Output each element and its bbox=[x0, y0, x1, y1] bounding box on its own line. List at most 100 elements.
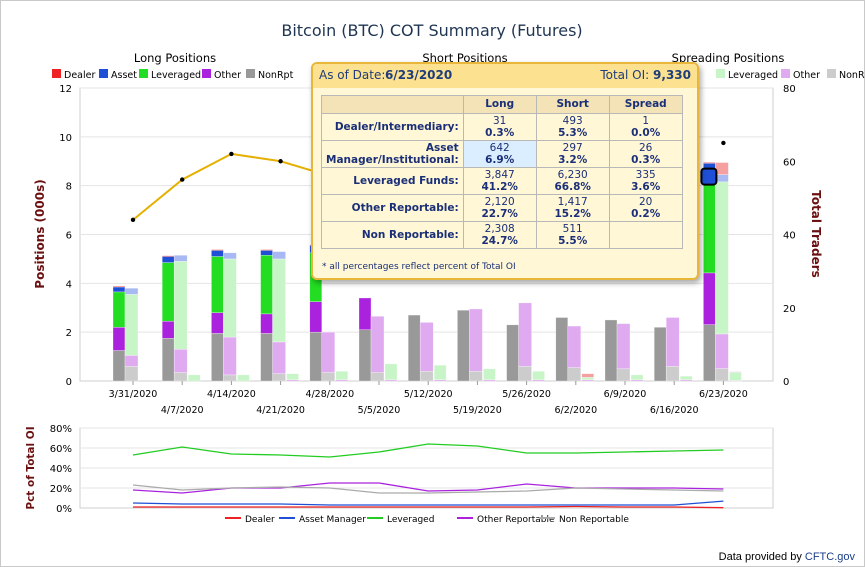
tooltip-cell-pct: 0.0% bbox=[631, 127, 661, 139]
x-tick-label: 5/5/2020 bbox=[358, 405, 401, 416]
x-tick-label: 4/21/2020 bbox=[256, 405, 305, 416]
total-oi-label: Total OI: bbox=[600, 68, 650, 82]
spread-bar-segment bbox=[581, 373, 595, 378]
short-bar-segment bbox=[715, 181, 729, 335]
tooltip-cell: 6,230 66.8% bbox=[535, 167, 610, 195]
chart-title: Bitcoin (BTC) COT Summary (Futures) bbox=[281, 21, 582, 40]
tooltip-cell-pct: 24.7% bbox=[481, 235, 518, 247]
long-bar-segment bbox=[309, 331, 323, 382]
short-bar-segment bbox=[124, 287, 139, 295]
legend-label: Leveraged bbox=[728, 70, 778, 81]
tooltip-cell: 511 5.5% bbox=[535, 221, 610, 249]
long-bar-segment bbox=[260, 250, 273, 256]
total-oi: Total OI: 9,330 bbox=[600, 68, 691, 82]
tooltip-cell-value: 20 bbox=[639, 195, 653, 208]
short-bar-segment bbox=[124, 355, 139, 367]
tooltip-cell-pct: 66.8% bbox=[554, 181, 591, 193]
tooltip-cell-pct: 15.2% bbox=[554, 208, 591, 220]
col-spread: Spread bbox=[608, 95, 683, 114]
legend-label: Leveraged bbox=[151, 70, 201, 81]
tooltip-cell-pct: 22.7% bbox=[481, 208, 518, 220]
pct-series-line bbox=[133, 505, 724, 509]
tooltip-cell-value: 31 bbox=[493, 114, 507, 127]
tooltip-cell-value: 493 bbox=[562, 114, 583, 127]
long-bar-segment bbox=[112, 350, 126, 382]
pct-series-line bbox=[132, 443, 724, 458]
short-bar-segment bbox=[567, 367, 582, 382]
long-bar-segment bbox=[555, 317, 569, 382]
long-bar-segment bbox=[112, 327, 126, 351]
col-long: Long bbox=[462, 95, 537, 114]
y-tick-label: 2 bbox=[66, 328, 72, 339]
y-tick-label: 6 bbox=[66, 231, 72, 242]
short-bar-segment bbox=[124, 366, 139, 382]
tooltip-cell-pct: 0.2% bbox=[631, 208, 661, 220]
pct-legend-label: Asset Manager bbox=[299, 515, 366, 525]
long-bar-segment bbox=[161, 255, 175, 257]
long-bar-segment bbox=[703, 272, 716, 325]
tooltip-cell-pct: 0.3% bbox=[485, 127, 515, 139]
legend-label: Other bbox=[214, 70, 241, 81]
short-bar-segment bbox=[173, 261, 188, 350]
long-bar-segment bbox=[260, 249, 273, 251]
col-short: Short bbox=[535, 95, 610, 114]
x-tick-label: 5/19/2020 bbox=[453, 405, 502, 416]
pct-series-line bbox=[132, 500, 724, 506]
short-bar-segment bbox=[173, 372, 188, 382]
long-bar-segment bbox=[112, 286, 126, 288]
tooltip-row: Asset Manager/Institutional: 642 6.9% 297 3.… bbox=[321, 140, 683, 168]
tooltip-table: Long Short Spread Dealer/Intermediary: 31… bbox=[321, 95, 683, 249]
short-bar-segment bbox=[518, 366, 532, 382]
long-bar-segment bbox=[211, 250, 224, 257]
tooltip-cell-pct: 3.2% bbox=[558, 154, 588, 166]
long-bar-segment bbox=[161, 256, 175, 263]
legend-label: Asset bbox=[111, 70, 137, 81]
tooltip-cell: 642 6.9% bbox=[462, 140, 537, 168]
pct-legend-label: Dealer bbox=[245, 515, 275, 525]
long-bar-segment bbox=[211, 333, 224, 382]
x-tick-label: 6/16/2020 bbox=[650, 405, 699, 416]
tooltip-cell-value: 1 bbox=[642, 114, 650, 127]
y2-tick-label: 60 bbox=[783, 157, 796, 168]
x-tick-label: 6/9/2020 bbox=[604, 389, 647, 400]
tooltip-cell-value: 511 bbox=[562, 222, 583, 235]
y2-tick-label: 80 bbox=[783, 84, 796, 95]
legend-swatch bbox=[716, 69, 725, 78]
long-bar-segment bbox=[161, 338, 175, 382]
legend-swatch bbox=[99, 69, 108, 78]
x-tick-label: 4/28/2020 bbox=[305, 389, 354, 400]
spread-bar-segment bbox=[433, 364, 447, 381]
spread-bar-segment bbox=[581, 377, 595, 381]
short-bar-segment bbox=[715, 368, 729, 382]
tooltip-row-label: Other Reportable: bbox=[321, 194, 464, 222]
short-bar-segment bbox=[272, 341, 286, 374]
spread-bar-segment bbox=[532, 370, 545, 381]
tooltip-cell-value: 6,230 bbox=[557, 168, 588, 181]
traders-point bbox=[180, 177, 185, 182]
tooltip-cell: 1,417 15.2% bbox=[535, 194, 610, 222]
legend-label: Other bbox=[793, 70, 820, 81]
traders-point bbox=[721, 140, 726, 146]
tooltip-cell-pct: 0.3% bbox=[631, 154, 661, 166]
legend-swatch bbox=[827, 69, 836, 78]
x-tick-label: 6/23/2020 bbox=[699, 389, 748, 400]
tooltip-cell: 1 0.0% bbox=[608, 113, 683, 141]
long-bar-segment bbox=[358, 297, 372, 330]
short-bar-segment bbox=[715, 333, 729, 369]
tooltip-cell-value: 26 bbox=[639, 141, 653, 154]
legend-label: NonRpt bbox=[839, 70, 865, 81]
spread-bar-segment bbox=[286, 373, 299, 381]
spread-bar-segment bbox=[384, 363, 398, 381]
short-bar-segment bbox=[469, 308, 483, 372]
long-bar-segment bbox=[161, 320, 175, 339]
tooltip-row: Dealer/Intermediary: 31 0.3% 493 5.3% 1 0.0% bbox=[321, 113, 683, 141]
short-bar-segment bbox=[665, 366, 680, 382]
tooltip-row: Non Reportable: 2,308 24.7% 511 5.5% bbox=[321, 221, 683, 249]
tooltip-row-label: Dealer/Intermediary: bbox=[321, 113, 464, 141]
tooltip-cell: 2,308 24.7% bbox=[462, 221, 537, 249]
long-bar-segment bbox=[211, 249, 224, 251]
tooltip-cell-pct: 5.3% bbox=[558, 127, 588, 139]
long-bar-segment bbox=[112, 291, 126, 328]
cftc-link[interactable]: CFTC.gov bbox=[804, 551, 855, 563]
x-tick-label: 3/31/2020 bbox=[109, 389, 158, 400]
